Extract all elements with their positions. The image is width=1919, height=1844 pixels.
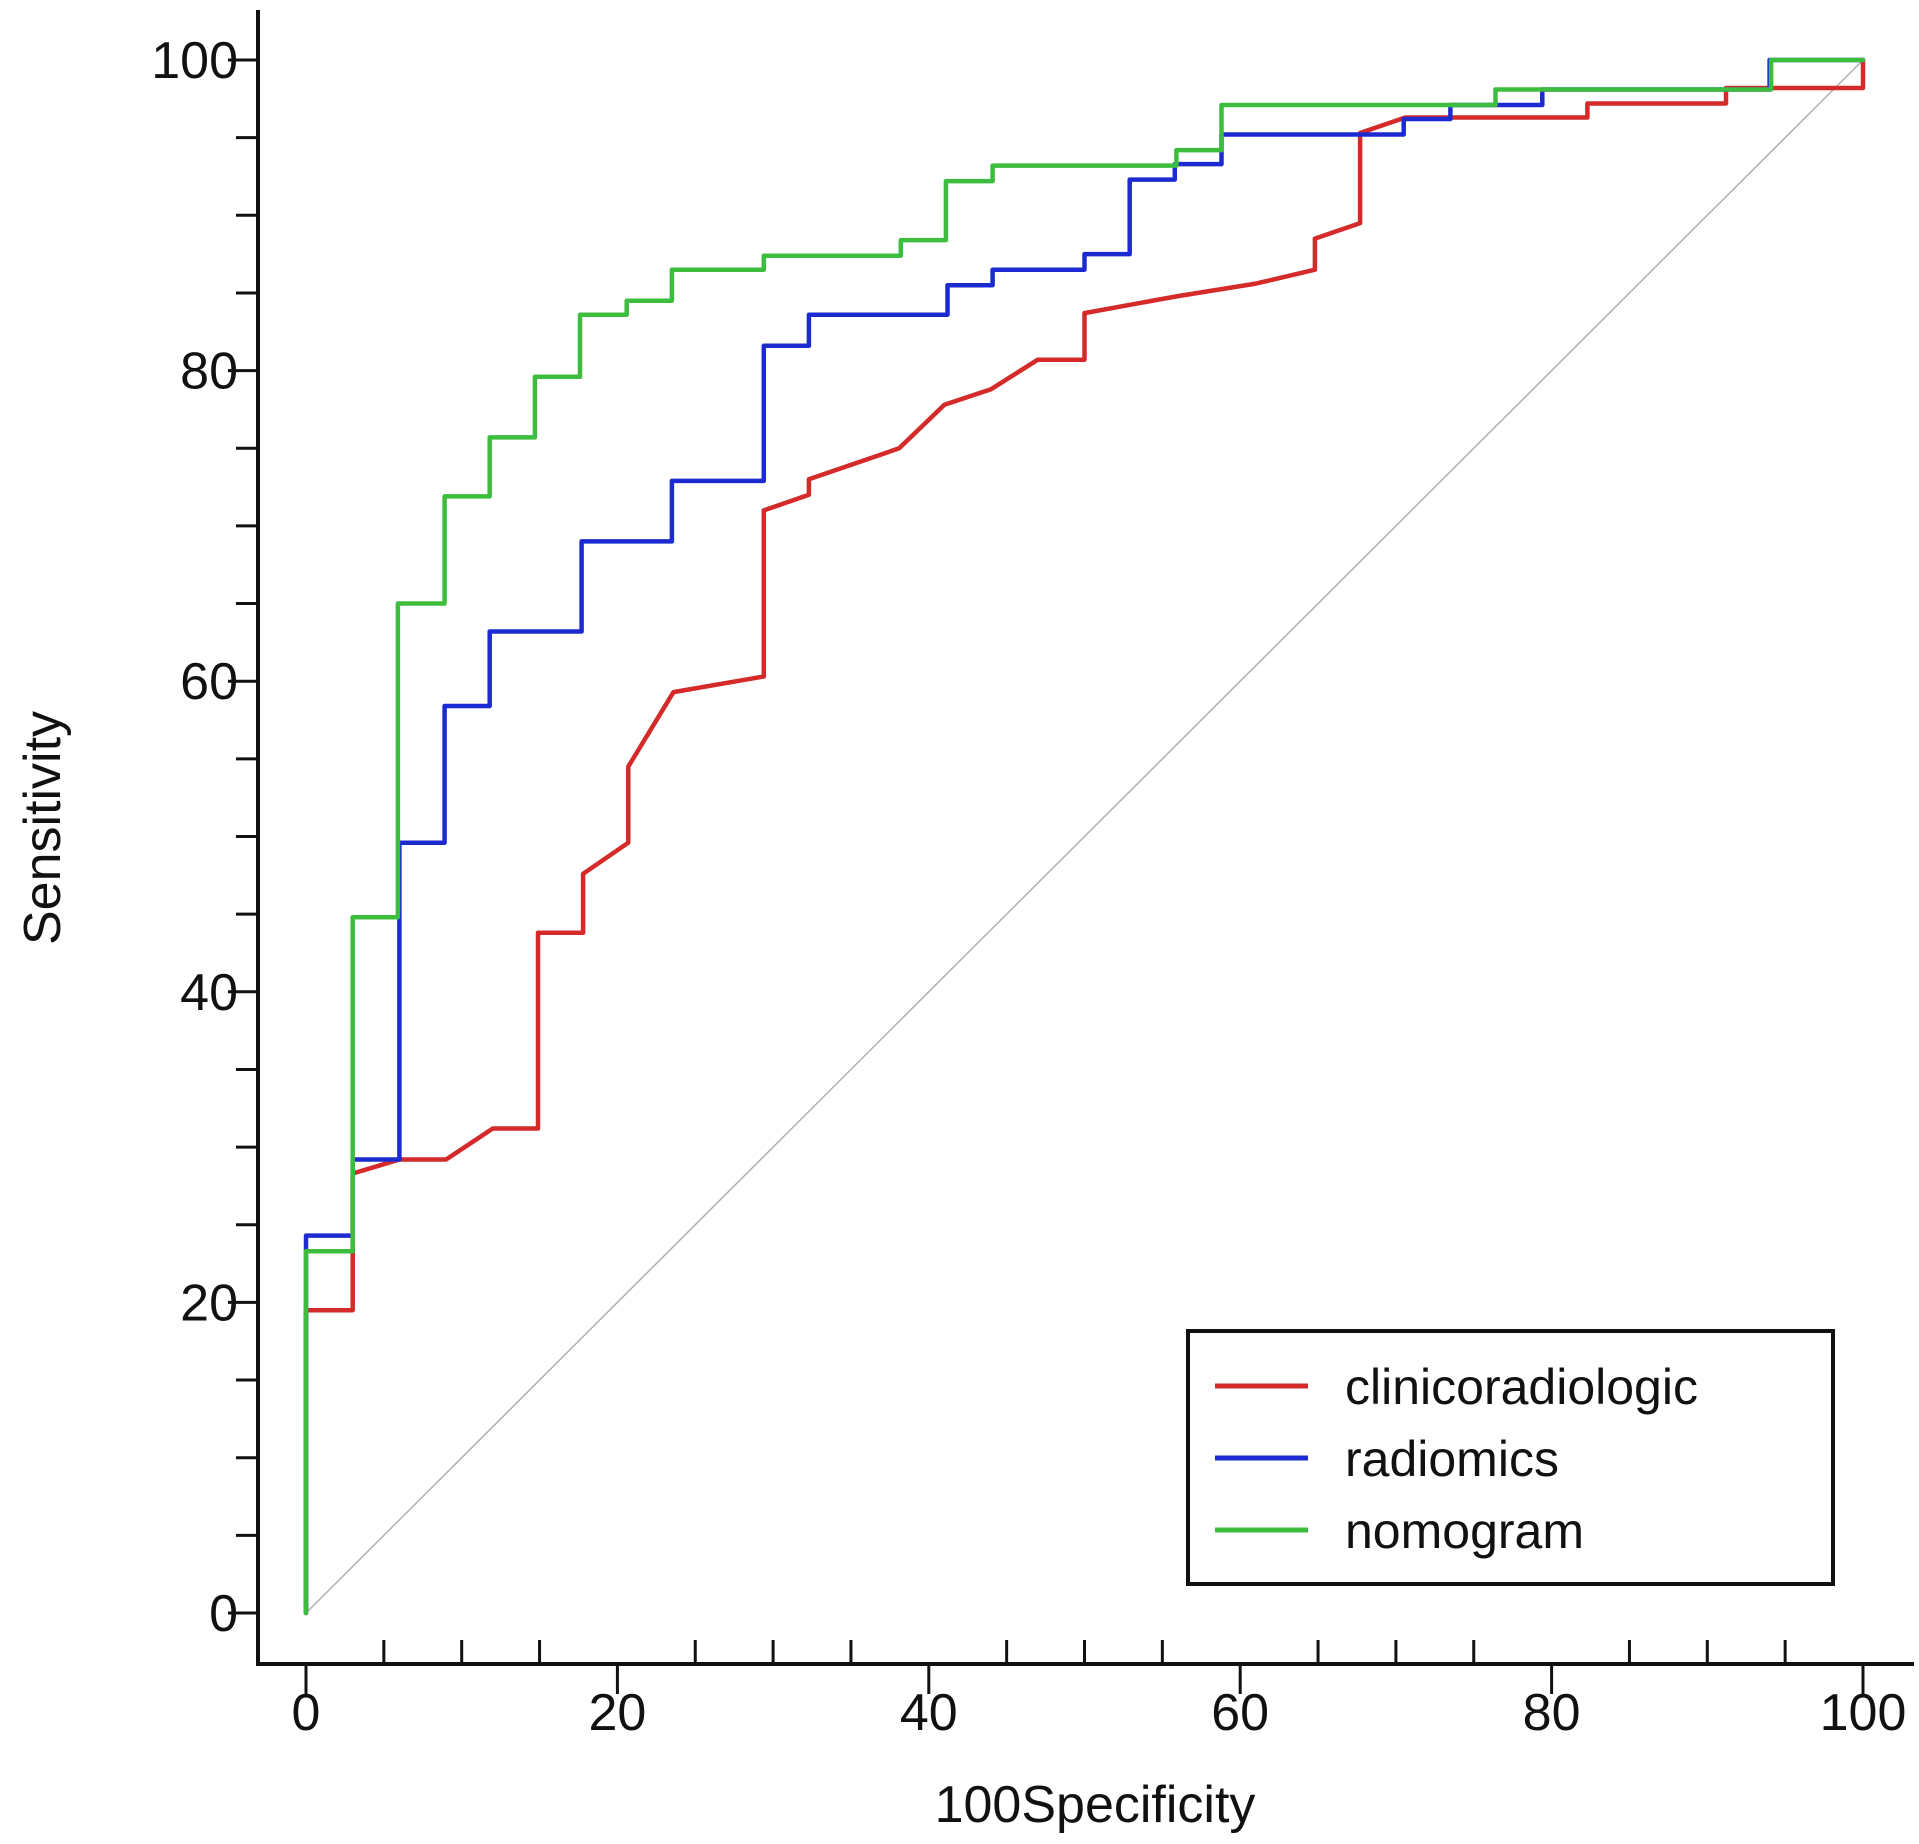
legend-label-radiomics: radiomics	[1345, 1431, 1559, 1487]
roc-curve-clinicoradiologic	[303, 57, 1866, 1616]
roc-curve-nomogram	[303, 57, 1866, 1616]
ticks-layer: 0 20 40 60 80 100 0 20 40 60 80 100	[151, 32, 1906, 1742]
x-tick-label: 80	[1523, 1684, 1581, 1742]
x-tick-label: 100	[1820, 1684, 1907, 1742]
legend-label-clinicoradiologic: clinicoradiologic	[1345, 1359, 1698, 1415]
y-tick-label: 40	[180, 964, 238, 1022]
x-axis-title: 100Specificity	[935, 1776, 1256, 1834]
y-tick-label: 60	[180, 653, 238, 711]
x-tick-label: 20	[588, 1684, 646, 1742]
x-tick-label: 60	[1211, 1684, 1269, 1742]
x-tick-label: 0	[292, 1684, 321, 1742]
y-tick-label: 20	[180, 1274, 238, 1332]
chance-diagonal-line	[305, 59, 1864, 1614]
x-tick-label: 40	[900, 1684, 958, 1742]
series-layer	[303, 57, 1866, 1616]
roc-curve-radiomics	[303, 57, 1866, 1616]
y-tick-label: 80	[180, 343, 238, 401]
legend: clinicoradiologic radiomics nomogram	[1186, 1329, 1835, 1586]
diagonal-layer	[305, 59, 1864, 1614]
y-axis-title: Sensitivity	[14, 711, 72, 945]
y-tick-label: 0	[209, 1585, 238, 1643]
legend-label-nomogram: nomogram	[1345, 1503, 1584, 1559]
y-tick-label: 100	[151, 32, 238, 90]
